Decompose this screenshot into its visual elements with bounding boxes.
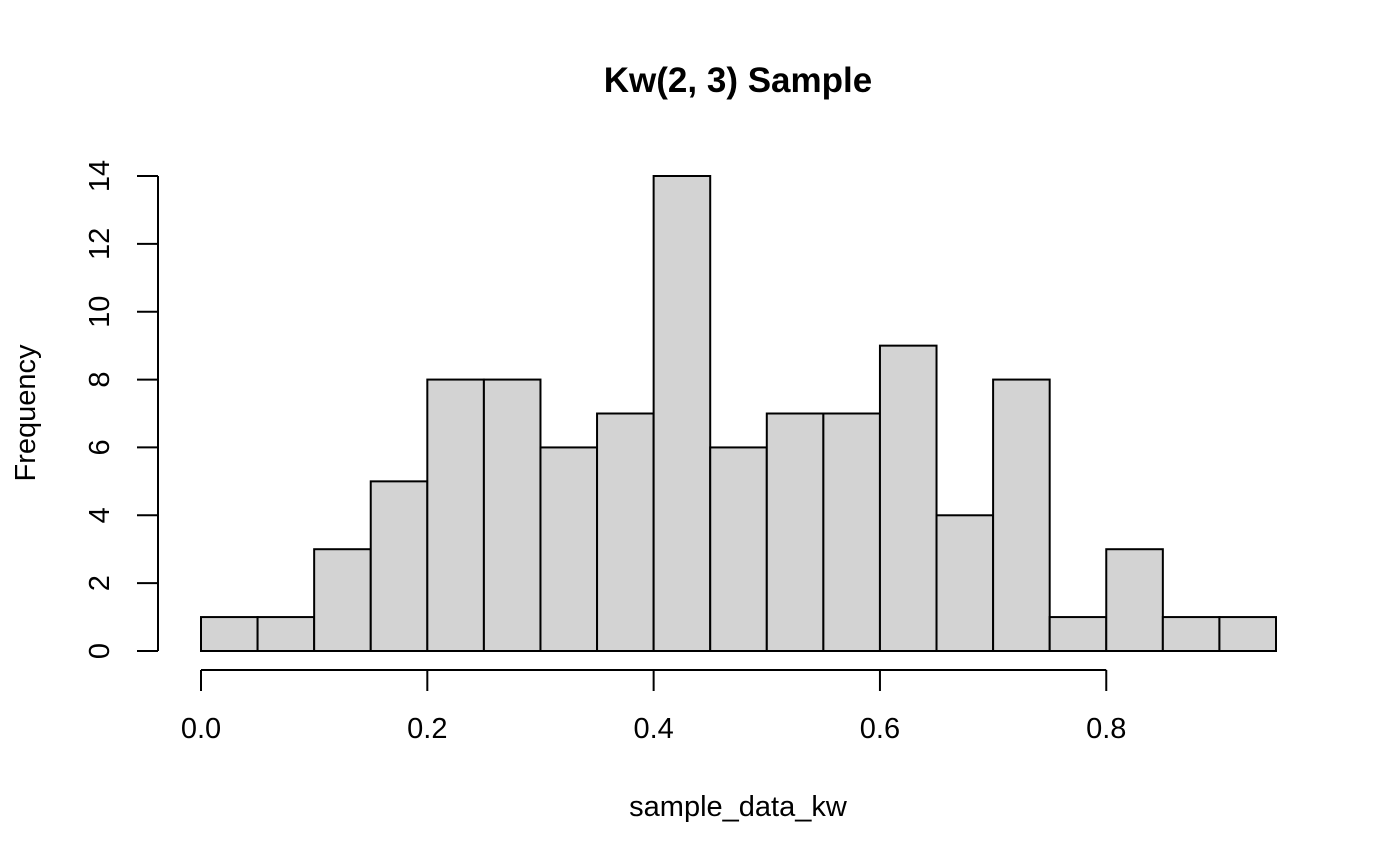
x-tick-label: 0.0 (181, 713, 221, 745)
y-tick-label: 2 (84, 575, 116, 591)
histogram-bar (426, 378, 485, 652)
histogram-bar (765, 412, 825, 652)
histogram-bar (1105, 548, 1164, 653)
x-tick-label: 0.8 (1086, 713, 1126, 745)
histogram-bar (1048, 616, 1108, 652)
histogram-bar (822, 412, 881, 652)
histogram-bar (482, 378, 542, 652)
histogram-bar (200, 616, 259, 652)
y-tick-label: 8 (84, 372, 116, 388)
x-axis: 0.0 0.2 0.4 0.6 0.8 (181, 669, 1126, 745)
x-tick-label: 0.2 (407, 713, 447, 745)
y-tick-label: 6 (84, 439, 116, 455)
y-tick-label: 0 (84, 643, 116, 659)
histogram-bar (1161, 616, 1221, 652)
x-axis-label: sample_data_kw (629, 791, 848, 823)
x-tick-label: 0.6 (860, 713, 900, 745)
y-axis: 0 2 4 6 8 10 12 14 (84, 160, 159, 659)
histogram-bar (935, 514, 995, 652)
histogram-bar (1218, 616, 1277, 652)
y-axis-label: Frequency (10, 344, 42, 482)
histogram-bar (313, 548, 372, 653)
y-tick-label: 4 (84, 507, 116, 523)
histogram-bar (596, 412, 655, 652)
histogram-bar (709, 446, 768, 652)
y-tick-label: 12 (84, 228, 116, 260)
bars-group (200, 175, 1277, 653)
histogram-bar (369, 480, 429, 652)
histogram-bar (256, 616, 316, 652)
y-tick-label: 10 (84, 296, 116, 328)
histogram-bar (652, 175, 712, 652)
histogram-bar (878, 344, 938, 652)
x-tick-label: 0.4 (633, 713, 673, 745)
histogram-bar (992, 378, 1051, 652)
chart-title: Kw(2, 3) Sample (604, 61, 872, 100)
histogram-bar (539, 446, 599, 652)
y-tick-label: 14 (84, 160, 116, 192)
